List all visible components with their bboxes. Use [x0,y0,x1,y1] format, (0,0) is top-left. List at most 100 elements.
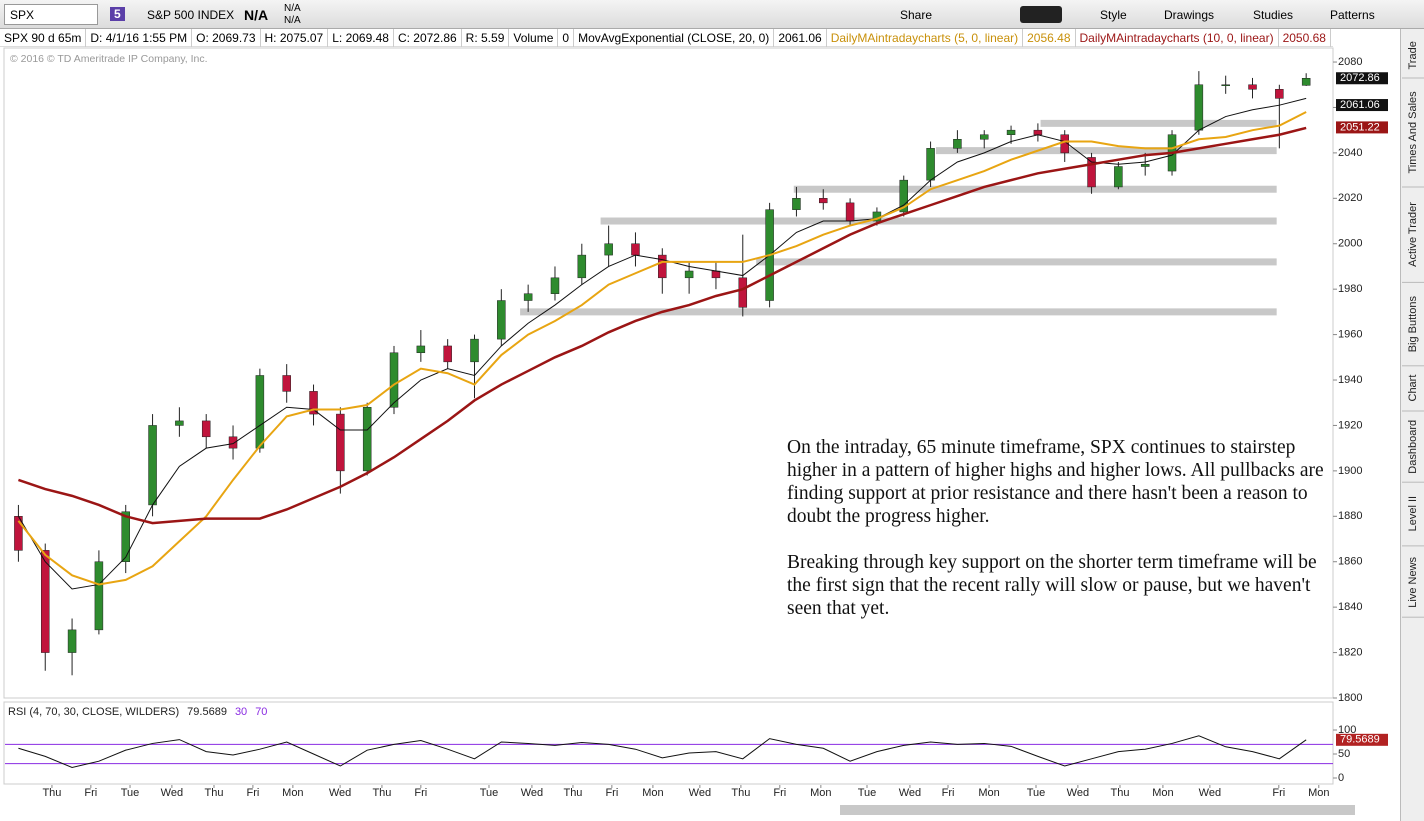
button[interactable]: Patterns [1330,8,1375,22]
x-tick-label: Tue [480,787,499,799]
candle-body [1033,129,1043,135]
status-item: Volume [509,29,559,47]
y-tick-label: 1880 [1338,510,1362,522]
candle-body [953,139,962,149]
side-tab[interactable]: Active Trader [1402,187,1424,283]
moving-average [17,97,1307,590]
candle-body [362,407,372,472]
rsi-title: RSI (4, 70, 30, CLOSE, WILDERS) 79.5689 30… [8,706,267,718]
rsi-marker-label: 79.5689 [1340,734,1380,746]
candle-body [443,345,452,363]
x-tick-label: Mon [642,787,663,799]
button[interactable]: Style [1100,8,1127,22]
moving-average [18,126,1307,525]
candle-body [175,420,184,426]
clock-button[interactable] [1020,6,1062,23]
x-tick-label: Thu [563,787,582,799]
support-level [520,308,1277,316]
x-tick-label: Fri [942,787,955,799]
side-tabs: Trade Times And Sales Active Trader Big But… [1400,29,1424,821]
candle-body [389,352,399,408]
status-item: DailyMAintradaycharts (10, 0, linear) [1076,29,1279,47]
candle-body [631,243,640,256]
price-marker [1336,99,1388,112]
status-item: O: 2069.73 [192,29,261,47]
side-tab[interactable]: Live News [1402,546,1424,618]
candle-body [738,277,748,308]
side-tab[interactable]: Trade [1402,33,1424,79]
y-tick-label: 1900 [1338,465,1362,477]
candle-body [228,436,238,449]
side-tab[interactable]: Dashboard [1402,411,1424,483]
y-tick-label: 2040 [1338,147,1362,159]
x-tick-label: Fri [1272,787,1285,799]
status-item: D: 4/1/16 1:55 PM [86,29,193,47]
x-tick-label: Fri [246,787,259,799]
candle-body [148,425,157,506]
price-marker [1336,72,1388,85]
x-tick-label: Mon [810,787,831,799]
y-tick-label: 2020 [1338,192,1362,204]
status-item: MovAvgExponential (CLOSE, 20, 0) [574,29,775,47]
candle-body [1248,84,1257,90]
x-tick-label: Fri [605,787,618,799]
rsi-tick-label: 50 [1338,748,1350,760]
x-tick-label: Wed [899,787,921,799]
status-item: H: 2075.07 [261,29,329,47]
candle-body [819,198,828,204]
y-tick-label: 1980 [1338,283,1362,295]
status-item: C: 2072.86 [394,29,462,47]
candle-body [550,277,560,294]
candle-body [926,148,935,181]
candle-body [416,345,426,354]
x-tick-label: Tue [858,787,877,799]
button[interactable]: Share [900,8,933,22]
status-item: 2061.06 [774,29,827,47]
x-tick-label: Thu [731,787,750,799]
price-marker-label: 2072.86 [1340,72,1380,84]
candle-body [282,375,291,392]
symbol-box[interactable]: SPX [4,4,98,25]
y-tick-label: 1920 [1338,419,1362,431]
support-level [1040,119,1277,127]
rsi-header-item: RSI (4, 70, 30, CLOSE, WILDERS) [8,706,179,718]
button[interactable]: Drawings [1164,8,1215,22]
status-item: 0 [558,29,575,47]
candle-body [577,254,587,279]
side-tab[interactable]: Times And Sales [1402,78,1424,187]
x-tick-label: Mon [282,787,303,799]
button[interactable]: Studies [1253,8,1294,22]
candle-body [470,338,479,363]
x-tick-label: Wed [329,787,351,799]
price-marker-label: 2061.06 [1340,99,1380,111]
rsi-line [18,735,1307,768]
status-item: 2050.68 [1279,29,1331,47]
scrollbar[interactable] [840,805,1355,815]
candle-body [1275,89,1284,99]
moving-average [17,111,1307,586]
toolbar: SPX 5 S&P 500 INDEX N/A N/A N/A Share St… [0,0,1424,29]
candle-body [309,391,318,415]
side-tab[interactable]: Level II [1402,482,1424,547]
support-level [793,185,1277,193]
candle-body [1221,84,1230,86]
status-item: DailyMAintradaycharts (5, 0, linear) [827,29,1024,47]
rsi-header-item: 30 [235,706,247,718]
x-tick-label: Tue [1027,787,1046,799]
instrument-name: S&P 500 INDEX [147,8,235,22]
rsi-tick-label: 100 [1338,724,1356,736]
x-tick-label: Fri [414,787,427,799]
y-tick-label: 1800 [1338,692,1362,704]
price-marker [1336,121,1388,134]
side-tab[interactable]: Chart [1402,366,1424,412]
price-marker-label: 2051.22 [1340,121,1380,133]
side-tab[interactable]: Big Buttons [1402,282,1424,367]
candle-body [121,511,130,562]
x-tick-label: Wed [161,787,183,799]
status-item: R: 5.59 [462,29,510,47]
candle-body [1140,163,1150,167]
candle-body [899,179,908,213]
support-level [935,147,1277,155]
